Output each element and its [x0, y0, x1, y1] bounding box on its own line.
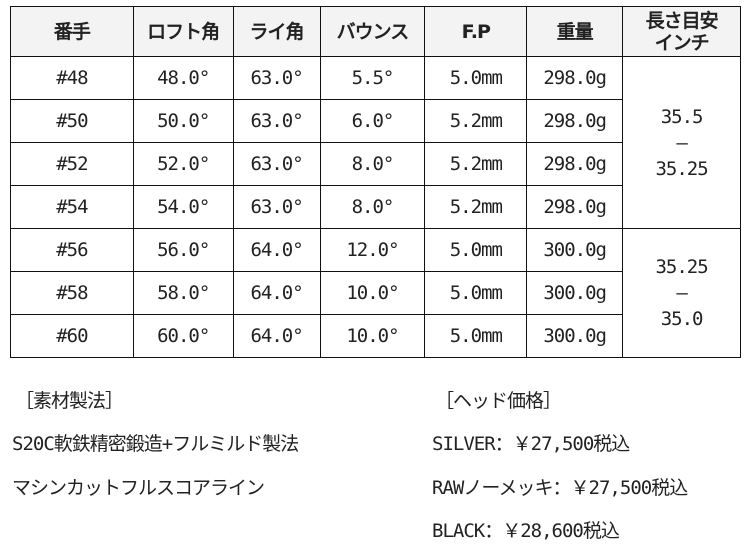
length-to: 35.25: [655, 157, 708, 180]
cell-number: #60: [10, 314, 134, 358]
cell-weight: 298.0g: [526, 185, 624, 229]
cell-lie: 63.0°: [232, 142, 321, 186]
header-lie: ライ角: [232, 6, 321, 57]
cell-loft: 60.0°: [132, 314, 234, 358]
cell-loft: 54.0°: [132, 185, 234, 229]
cell-loft: 48.0°: [132, 56, 234, 100]
length-dash: –: [676, 131, 687, 154]
cell-weight: 298.0g: [526, 99, 624, 143]
cell-bounce: 5.5°: [319, 56, 426, 100]
price-line: BLACK：￥28,600税込: [432, 520, 620, 542]
cell-loft: 52.0°: [132, 142, 234, 186]
cell-loft: 56.0°: [132, 228, 234, 272]
cell-weight: 298.0g: [526, 142, 624, 186]
table-row: #50 50.0° 63.0° 6.0° 5.2mm 298.0g: [10, 99, 741, 143]
table-row: #56 56.0° 64.0° 12.0° 5.0mm 300.0g 35.25–35.0: [10, 228, 741, 358]
length-from: 35.25: [655, 256, 708, 278]
material-heading: ［素材製法］: [15, 390, 124, 412]
table-row: #52 52.0° 63.0° 8.0° 5.2mm 298.0g: [10, 142, 741, 186]
cell-weight: 300.0g: [526, 271, 624, 315]
header-weight: 重量: [526, 6, 624, 57]
header-fp: F.P: [424, 6, 528, 57]
length-from: 35.5: [660, 105, 704, 128]
cell-lie: 63.0°: [232, 185, 321, 229]
table-row: #60 60.0° 64.0° 10.0° 5.0mm 300.0g: [10, 314, 741, 358]
cell-fp: 5.2mm: [424, 142, 528, 186]
cell-bounce: 10.0°: [319, 314, 426, 358]
price-line: RAWノーメッキ：￥27,500税込: [432, 477, 688, 499]
cell-weight: 298.0g: [526, 56, 624, 100]
cell-length: 35.5 – 35.25: [622, 56, 741, 229]
cell-number: #52: [10, 142, 134, 186]
header-number: 番手: [10, 6, 134, 57]
header-loft: ロフト角: [132, 6, 234, 57]
header-length-line1: 長さ目安: [645, 9, 719, 32]
cell-bounce: 6.0°: [319, 99, 426, 143]
cell-length: 35.25 – 35.0: [622, 228, 741, 358]
cell-number: #56: [10, 228, 134, 272]
cell-bounce: 8.0°: [319, 142, 426, 186]
header-row: 番手 ロフト角 ライ角 バウンス F.P 重量 長さ目安 インチ: [10, 6, 741, 57]
price-line: SILVER：￥27,500税込: [432, 433, 630, 455]
cell-number: #50: [10, 99, 134, 143]
cell-lie: 63.0°: [232, 99, 321, 143]
cell-weight: 300.0g: [526, 314, 624, 358]
cell-number: #54: [10, 185, 134, 229]
header-length-line2: インチ: [654, 31, 710, 54]
cell-bounce: 10.0°: [319, 271, 426, 315]
cell-fp: 5.0mm: [424, 314, 528, 358]
cell-bounce: 12.0°: [319, 228, 426, 272]
table-row: #54 54.0° 63.0° 8.0° 5.2mm 298.0g: [10, 185, 741, 229]
table-row: #58 58.0° 64.0° 10.0° 5.0mm 300.0g: [10, 271, 741, 315]
cell-loft: 50.0°: [132, 99, 234, 143]
cell-number: #58: [10, 271, 134, 315]
price-heading: ［ヘッド価格］: [435, 390, 562, 412]
header-length: 長さ目安 インチ: [622, 6, 741, 57]
length-dash: –: [676, 282, 687, 304]
length-to: 35.0: [660, 308, 704, 330]
table-row: #48 48.0° 63.0° 5.5° 5.0mm 298.0g 35.5–35.25: [10, 56, 741, 229]
cell-fp: 5.2mm: [424, 99, 528, 143]
cell-lie: 63.0°: [232, 56, 321, 100]
cell-lie: 64.0°: [232, 314, 321, 358]
header-bounce: バウンス: [319, 6, 426, 57]
cell-fp: 5.2mm: [424, 185, 528, 229]
cell-fp: 5.0mm: [424, 56, 528, 100]
cell-fp: 5.0mm: [424, 228, 528, 272]
material-line: マシンカットフルスコアライン: [12, 477, 265, 499]
material-line: S20C軟鉄精密鍛造+フルミルド製法: [12, 433, 299, 455]
spec-table: 番手 ロフト角 ライ角 バウンス F.P 重量 長さ目安 インチ #48 48.0°…: [10, 6, 741, 358]
cell-lie: 64.0°: [232, 271, 321, 315]
cell-lie: 64.0°: [232, 228, 321, 272]
cell-number: #48: [10, 56, 134, 100]
cell-loft: 58.0°: [132, 271, 234, 315]
cell-bounce: 8.0°: [319, 185, 426, 229]
cell-weight: 300.0g: [526, 228, 624, 272]
cell-fp: 5.0mm: [424, 271, 528, 315]
